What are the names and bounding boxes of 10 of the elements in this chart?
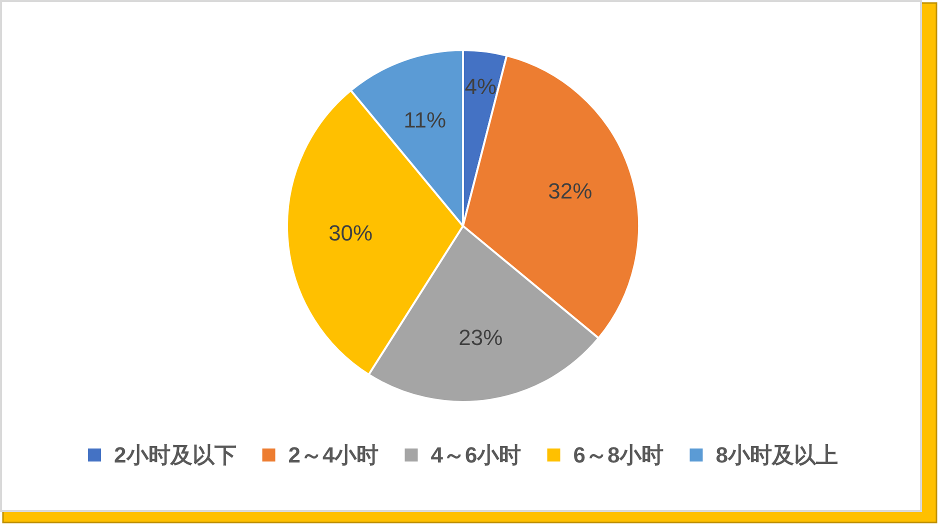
legend-label: 6～8小时 xyxy=(573,442,664,468)
data-label: 32% xyxy=(548,178,592,204)
legend-label: 2～4小时 xyxy=(288,442,379,468)
data-label: 4% xyxy=(464,74,497,99)
legend-label: 8小时及以上 xyxy=(716,442,838,468)
legend-label: 4～6小时 xyxy=(430,442,522,468)
data-label: 11% xyxy=(404,108,446,133)
data-label: 23% xyxy=(458,324,503,350)
data-label: 30% xyxy=(328,220,373,246)
legend-label: 2小时及以下 xyxy=(114,442,236,468)
